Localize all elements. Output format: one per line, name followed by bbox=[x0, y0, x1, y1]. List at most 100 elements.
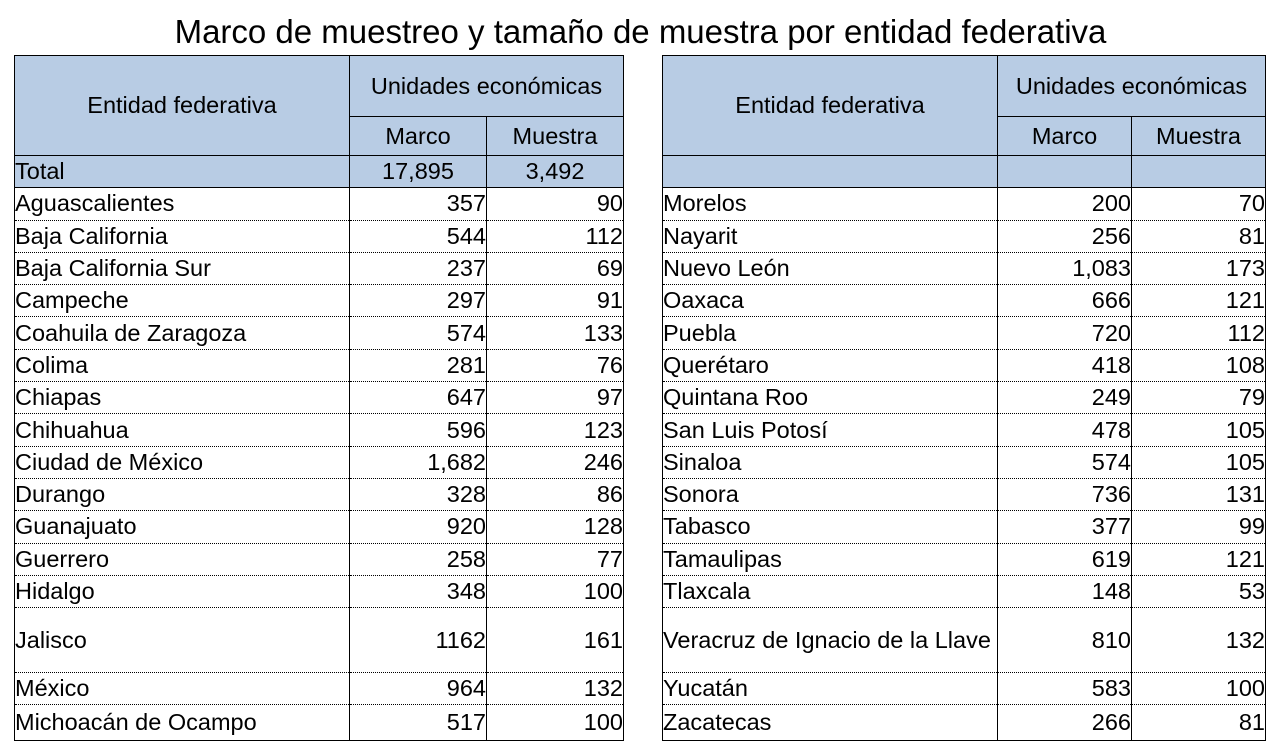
entity-name-cell: Sinaloa bbox=[662, 446, 998, 479]
table-row: Chiapas 647 97 bbox=[14, 381, 624, 415]
marco-cell: 348 bbox=[349, 575, 487, 609]
header-entidad: Entidad federativa bbox=[14, 55, 350, 156]
muestra-cell: 121 bbox=[1131, 284, 1266, 318]
entity-name-cell: Chihuahua bbox=[14, 413, 350, 447]
marco-cell: 647 bbox=[349, 381, 487, 415]
muestra-cell: 246 bbox=[486, 446, 624, 479]
entity-name-cell: Zacatecas bbox=[662, 704, 998, 742]
muestra-cell: 112 bbox=[486, 220, 624, 253]
muestra-cell: 108 bbox=[1131, 349, 1266, 383]
muestra-cell: 81 bbox=[1131, 220, 1266, 253]
table-row: Tamaulipas 619 121 bbox=[662, 543, 1266, 576]
entity-name-cell: Yucatán bbox=[662, 672, 998, 706]
muestra-cell: 123 bbox=[486, 413, 624, 447]
table-row: Aguascalientes 357 90 bbox=[14, 187, 624, 221]
marco-cell: 1162 bbox=[349, 607, 487, 674]
entity-name-cell: Oaxaca bbox=[662, 284, 998, 318]
entity-name-cell: Campeche bbox=[14, 284, 350, 318]
muestra-cell: 161 bbox=[486, 607, 624, 674]
muestra-cell: 105 bbox=[1131, 446, 1266, 479]
table-row: Jalisco 1162 161 bbox=[14, 607, 624, 674]
marco-cell: 964 bbox=[349, 672, 487, 706]
marco-cell: 544 bbox=[349, 220, 487, 253]
muestra-cell bbox=[1131, 155, 1266, 189]
entity-name-cell bbox=[662, 155, 998, 189]
muestra-cell: 70 bbox=[1131, 187, 1266, 221]
muestra-cell: 112 bbox=[1131, 316, 1266, 350]
table-row: Ciudad de México 1,682 246 bbox=[14, 446, 624, 479]
header-marco: Marco bbox=[349, 116, 487, 156]
marco-cell: 377 bbox=[997, 510, 1132, 544]
entity-name-cell: Querétaro bbox=[662, 349, 998, 383]
muestra-cell: 91 bbox=[486, 284, 624, 318]
entity-name-cell: Coahuila de Zaragoza bbox=[14, 316, 350, 350]
table-row: Guanajuato 920 128 bbox=[14, 510, 624, 544]
muestra-cell: 81 bbox=[1131, 704, 1266, 742]
muestra-cell: 100 bbox=[1131, 672, 1266, 706]
marco-cell: 666 bbox=[997, 284, 1132, 318]
muestra-cell: 77 bbox=[486, 543, 624, 576]
entity-name-cell: Tlaxcala bbox=[662, 575, 998, 609]
total-row: Total 17,895 3,492 bbox=[14, 155, 624, 189]
marco-cell: 583 bbox=[997, 672, 1132, 706]
marco-cell: 574 bbox=[997, 446, 1132, 479]
muestra-cell: 76 bbox=[486, 349, 624, 383]
total-row bbox=[662, 155, 1266, 189]
table-row: Baja California Sur 237 69 bbox=[14, 252, 624, 286]
muestra-cell: 99 bbox=[1131, 510, 1266, 544]
table-row: Chihuahua 596 123 bbox=[14, 413, 624, 447]
marco-cell bbox=[997, 155, 1132, 189]
table-left-body: Total 17,895 3,492 Aguascalientes 357 90 Baja … bbox=[14, 155, 624, 742]
table-row: Tabasco 377 99 bbox=[662, 510, 1266, 544]
marco-cell: 1,682 bbox=[349, 446, 487, 479]
entity-name-cell: Chiapas bbox=[14, 381, 350, 415]
table-row: Zacatecas 266 81 bbox=[662, 704, 1266, 742]
table-row: San Luis Potosí 478 105 bbox=[662, 413, 1266, 447]
table-row: Yucatán 583 100 bbox=[662, 672, 1266, 706]
table-row: Nuevo León 1,083 173 bbox=[662, 252, 1266, 286]
muestra-cell: 121 bbox=[1131, 543, 1266, 576]
header-muestra: Muestra bbox=[1131, 116, 1266, 156]
table-left: Entidad federativa Unidades económicas M… bbox=[14, 55, 624, 742]
table-row: Hidalgo 348 100 bbox=[14, 575, 624, 609]
table-row: Oaxaca 666 121 bbox=[662, 284, 1266, 318]
muestra-cell: 86 bbox=[486, 478, 624, 512]
header-muestra: Muestra bbox=[486, 116, 624, 156]
marco-cell: 281 bbox=[349, 349, 487, 383]
entity-name-cell: Aguascalientes bbox=[14, 187, 350, 221]
entity-name-cell: Michoacán de Ocampo bbox=[14, 704, 350, 742]
marco-cell: 517 bbox=[349, 704, 487, 742]
table-row: Coahuila de Zaragoza 574 133 bbox=[14, 316, 624, 350]
marco-cell: 328 bbox=[349, 478, 487, 512]
entity-name-cell: Morelos bbox=[662, 187, 998, 221]
marco-cell: 810 bbox=[997, 607, 1132, 674]
muestra-cell: 97 bbox=[486, 381, 624, 415]
marco-cell: 266 bbox=[997, 704, 1132, 742]
entity-name-cell: Tamaulipas bbox=[662, 543, 998, 576]
header-marco: Marco bbox=[997, 116, 1132, 156]
marco-cell: 17,895 bbox=[349, 155, 487, 189]
header-unidades: Unidades económicas bbox=[997, 55, 1266, 117]
muestra-cell: 131 bbox=[1131, 478, 1266, 512]
table-row: Quintana Roo 249 79 bbox=[662, 381, 1266, 415]
marco-cell: 418 bbox=[997, 349, 1132, 383]
marco-cell: 736 bbox=[997, 478, 1132, 512]
marco-cell: 596 bbox=[349, 413, 487, 447]
entity-name-cell: Colima bbox=[14, 349, 350, 383]
entity-name-cell: Nuevo León bbox=[662, 252, 998, 286]
entity-name-cell: Hidalgo bbox=[14, 575, 350, 609]
entity-name-cell: San Luis Potosí bbox=[662, 413, 998, 447]
table-row: Querétaro 418 108 bbox=[662, 349, 1266, 383]
muestra-cell: 3,492 bbox=[486, 155, 624, 189]
muestra-cell: 100 bbox=[486, 704, 624, 742]
muestra-cell: 132 bbox=[486, 672, 624, 706]
table-row: Sinaloa 574 105 bbox=[662, 446, 1266, 479]
table-row: Guerrero 258 77 bbox=[14, 543, 624, 576]
entity-name-cell: Nayarit bbox=[662, 220, 998, 253]
marco-cell: 258 bbox=[349, 543, 487, 576]
table-row: Nayarit 256 81 bbox=[662, 220, 1266, 253]
muestra-cell: 53 bbox=[1131, 575, 1266, 609]
entity-name-cell: Guanajuato bbox=[14, 510, 350, 544]
muestra-cell: 132 bbox=[1131, 607, 1266, 674]
table-row: Sonora 736 131 bbox=[662, 478, 1266, 512]
